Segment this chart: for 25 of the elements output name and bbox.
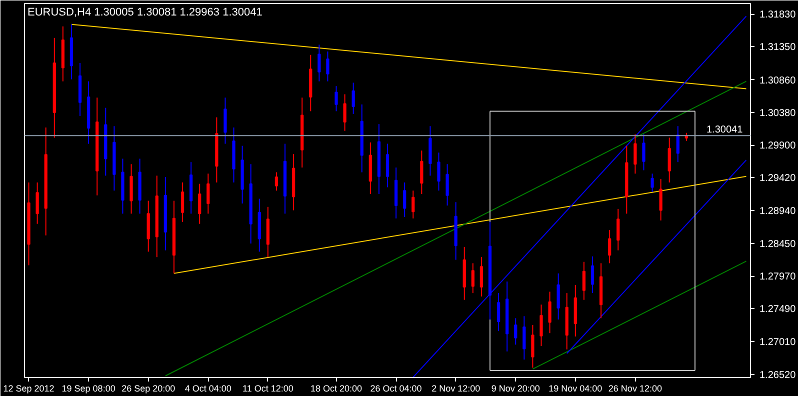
y-tick-label: 1.29420 [760, 173, 796, 184]
y-tick-label: 1.30860 [760, 75, 796, 86]
y-tick-label: 1.31350 [760, 42, 796, 54]
y-tick-label: 1.27010 [760, 336, 796, 348]
y-tick-label: 1.30380 [760, 108, 796, 120]
x-tick-label: 18 Oct 20:00 [310, 384, 362, 394]
y-tick-label: 1.28450 [760, 239, 796, 250]
y-tick-label: 1.29900 [760, 140, 796, 152]
x-tick-label: 19 Sep 08:00 [62, 384, 116, 394]
x-tick-label: 19 Nov 04:00 [548, 384, 602, 394]
x-tick-label: 4 Oct 04:00 [184, 384, 232, 394]
y-tick-label: 1.27970 [760, 272, 796, 283]
y-tick-label: 1.28940 [760, 206, 796, 217]
y-tick-label: 1.26520 [760, 370, 796, 382]
x-tick-label: 26 Oct 04:00 [370, 384, 422, 394]
x-tick-label: 9 Nov 20:00 [491, 384, 540, 394]
y-tick-label: 1.27490 [760, 304, 796, 316]
x-tick-label: 2 Nov 12:00 [432, 384, 480, 394]
chart-title: EURUSD,H4 1.30005 1.30081 1.29963 1.30041 [28, 6, 262, 18]
x-tick-label: 26 Sep 20:00 [122, 384, 176, 394]
y-tick-label: 1.31830 [760, 10, 796, 21]
x-tick-label: 11 Oct 12:00 [242, 384, 294, 394]
x-tick-label: 12 Sep 2012 [3, 384, 54, 394]
x-tick-label: 26 Nov 12:00 [608, 384, 662, 394]
ref-line-label: 1.30041 [706, 124, 744, 136]
